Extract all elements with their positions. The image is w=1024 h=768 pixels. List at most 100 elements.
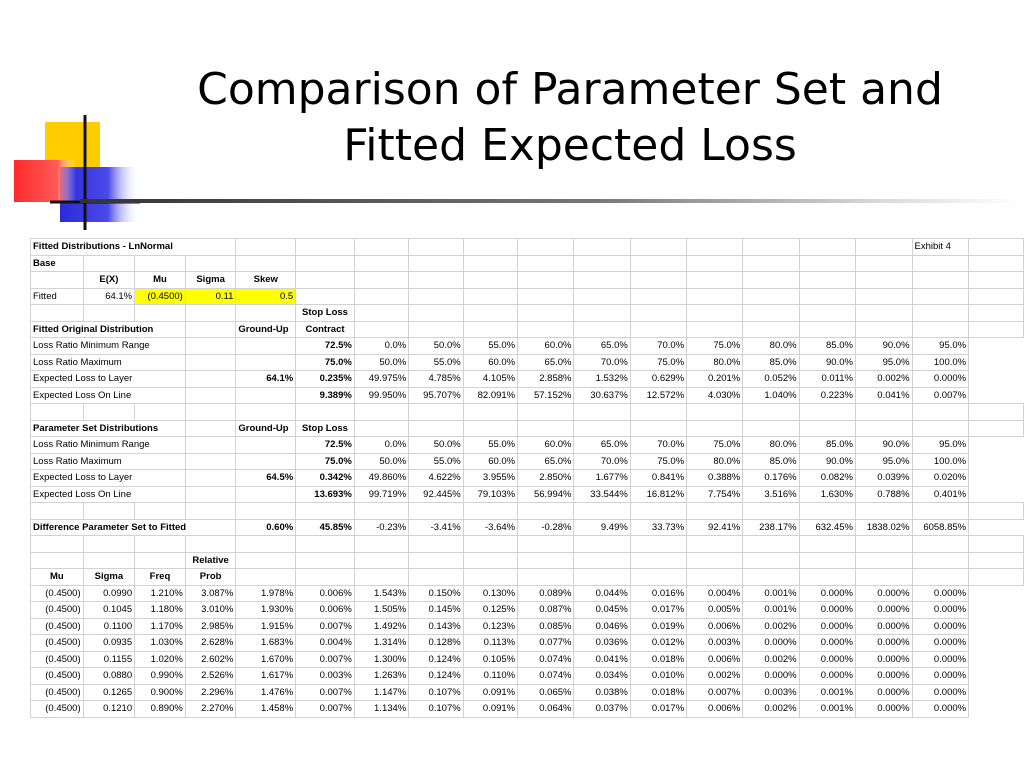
sheet-cell: 0.000% [911,584,970,602]
sheet-cell: 80.0% [742,337,800,355]
sheet-cell: 0.077% [517,634,575,652]
sheet-cell: 0.000% [854,584,913,602]
sheet-row: Loss Ratio Maximum 75.0% 50.0% 55.0% 60.0% 65… [30,452,1024,470]
sheet-cell [854,535,913,553]
sheet-cell [134,551,186,569]
sheet-cell: 0.004% [295,634,355,652]
sheet-cell: 1.210% [134,584,186,602]
sheet-cell [854,304,913,322]
sheet-cell: 0.002% [854,370,913,388]
sheet-cell: 50.0% [408,436,464,454]
sheet-cell [517,419,575,437]
sheet-cell: Mu [134,271,186,289]
sheet-cell [295,551,355,569]
sheet-cell [629,271,688,289]
sheet-cell [184,370,237,388]
sheet-cell: 0.007% [911,386,970,404]
sheet-cell [30,551,84,569]
sheet-cell: 80.0% [742,436,800,454]
sheet-cell: 1.543% [353,584,410,602]
sheet-cell [408,254,464,272]
sheet-cell: 0.045% [573,601,631,619]
sheet-cell: 0.006% [686,700,744,718]
sheet-cell: 0.085% [517,617,575,635]
sheet-cell [235,436,297,454]
sheet-cell [235,304,297,322]
sheet-cell: 0.990% [134,667,186,685]
sheet-cell: 0.007% [295,650,355,668]
sheet-cell [184,403,237,421]
sheet-cell [798,502,856,520]
sheet-cell [184,469,237,487]
sheet-cell: 0.037% [573,700,631,718]
sheet-cell [968,320,1024,338]
sheet-cell: 238.17% [742,518,800,536]
sheet-cell: 80.0% [686,353,744,371]
sheet-cell: 0.1210 [82,700,136,718]
sheet-cell [968,304,1024,322]
sheet-cell [184,304,237,322]
sheet-cell: 50.0% [353,353,410,371]
sheet-cell: 75.0% [295,353,355,371]
sheet-cell [573,304,631,322]
sheet-cell: -3.41% [408,518,464,536]
sheet-cell [968,271,1024,289]
sheet-cell: 0.000% [911,370,970,388]
sheet-cell: 0.000% [854,700,913,718]
sheet-cell: 0.1265 [82,683,136,701]
sheet-cell [353,287,410,305]
sheet-cell [517,238,575,256]
sheet-cell: 0.041% [573,650,631,668]
sheet-cell: 0.064% [517,700,575,718]
sheet-cell: 0.052% [742,370,800,388]
sheet-cell: 0.000% [798,634,856,652]
sheet-cell: 0.000% [911,634,970,652]
sheet-cell: 0.000% [911,617,970,635]
sheet-cell [235,502,297,520]
sheet-cell: 57.152% [517,386,575,404]
sheet-row: Expected Loss On Line 13.693% 99.719% 92.44… [30,485,1024,503]
sheet-cell [408,568,464,586]
sheet-cell [573,320,631,338]
sheet-cell: 95.0% [854,452,913,470]
sheet-cell: Exhibit 4 [911,238,970,256]
sheet-cell [517,320,575,338]
sheet-cell [517,568,575,586]
sheet-cell [517,287,575,305]
sheet-cell: Loss Ratio Minimum Range [30,337,186,355]
sheet-cell [573,238,631,256]
sheet-cell [462,287,519,305]
sheet-row: Parameter Set Distributions Ground-Up Stop… [30,419,1024,437]
sheet-row: Fitted Original Distribution Ground-Up Con… [30,320,1024,338]
sheet-row: Expected Loss to Layer 64.5% 0.342% 49.860%… [30,469,1024,487]
sheet-cell: 0.004% [686,584,744,602]
sheet-cell [742,551,800,569]
sheet-cell [686,403,744,421]
sheet-cell: (0.4500) [30,700,84,718]
sheet-cell: 50.0% [353,452,410,470]
sheet-cell [686,568,744,586]
sheet-cell: 2.526% [184,667,237,685]
sheet-cell [134,535,186,553]
sheet-cell: 90.0% [798,353,856,371]
sheet-cell [517,403,575,421]
sheet-cell: Fitted [30,287,84,305]
sheet-cell: 1.030% [134,634,186,652]
sheet-cell [295,502,355,520]
sheet-row: (0.4500) 0.1045 1.180% 3.010% 1.930% 0.006% 1.… [30,601,1024,619]
sheet-cell: Sigma [184,271,237,289]
sheet-cell [854,271,913,289]
sheet-cell [82,502,136,520]
sheet-cell: 2.602% [184,650,237,668]
sheet-cell: 1.314% [353,634,410,652]
sheet-cell: 0.60% [235,518,297,536]
sheet-cell [968,535,1024,553]
sheet-cell: 0.074% [517,667,575,685]
sheet-row: (0.4500) 0.0990 1.210% 3.087% 1.978% 0.006% 1.… [30,584,1024,602]
sheet-cell: 1.630% [798,485,856,503]
sheet-cell: 95.0% [911,337,970,355]
sheet-cell [462,551,519,569]
sheet-cell: 3.955% [462,469,519,487]
sheet-cell [629,419,688,437]
sheet-cell [353,271,410,289]
